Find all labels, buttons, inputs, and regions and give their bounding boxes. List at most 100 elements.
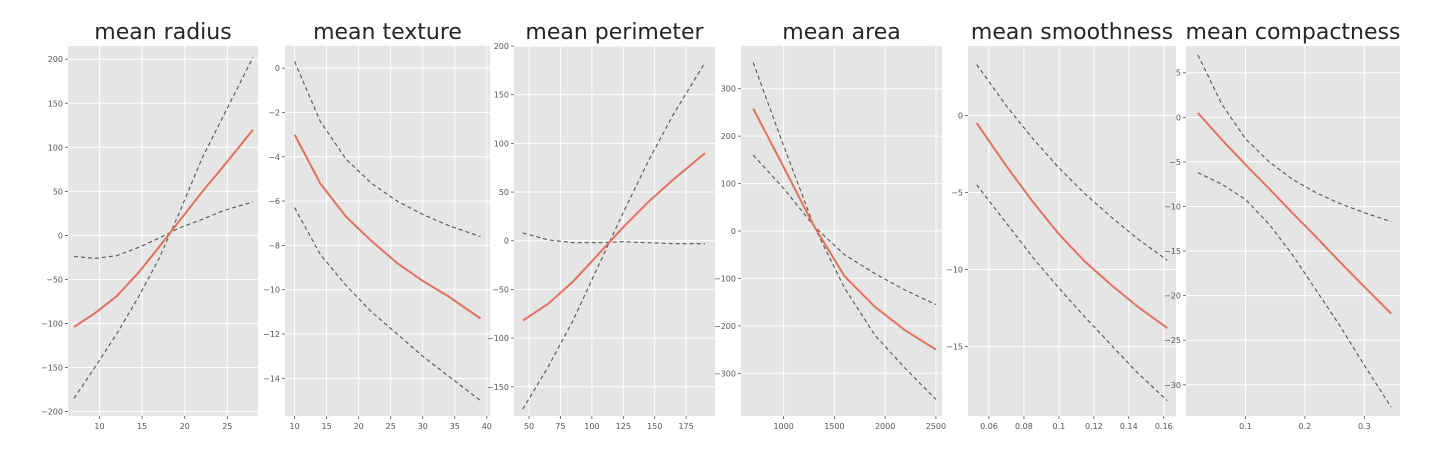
- partial-dependence-line: [73, 129, 254, 328]
- panel-6: 0.1 0.2 0.3 −30 −25 −20 −15 −10 −5 0 5 mean compact…: [1164, 20, 1400, 431]
- y-tick-label: −14: [263, 374, 280, 383]
- y-tick-label: −15: [1164, 247, 1181, 256]
- y-tick-label: −10: [946, 266, 963, 275]
- panel-title: mean compactness: [1186, 20, 1401, 45]
- panel-title: mean radius: [94, 20, 231, 45]
- panel-2: 10 15 20 25 30 35 40 −14 −12 −10 −8 −6 −4 −2 0 mean tex…: [263, 20, 492, 431]
- y-tick-label: 100: [494, 139, 509, 148]
- y-tick-label: −4: [268, 153, 280, 162]
- panel-3: 50 75 100 125 150 175 −150 −100 −50 0 50 100 150 200 m…: [487, 20, 715, 431]
- y-tick-label: 50: [499, 188, 509, 197]
- y-tick-label: 0: [731, 227, 736, 236]
- x-tick-label: 25: [222, 422, 232, 431]
- x-tick-label: 30: [418, 422, 428, 431]
- x-tick-label: 0.2: [1299, 422, 1312, 431]
- x-tick-label: 75: [555, 422, 565, 431]
- x-tick-label: 150: [647, 422, 662, 431]
- y-tick-label: −30: [1164, 381, 1181, 390]
- x-tick-label: 2500: [926, 422, 946, 431]
- y-tick-label: −10: [1164, 202, 1181, 211]
- confidence-upper-line: [522, 232, 705, 245]
- y-tick-label: 0: [1176, 113, 1181, 122]
- y-tick-label: 100: [721, 180, 736, 189]
- x-tick-label: 1500: [824, 422, 844, 431]
- y-tick-label: −150: [487, 383, 509, 392]
- y-tick-label: 0: [275, 64, 280, 73]
- y-tick-label: −5: [1169, 158, 1181, 167]
- plot-area: [285, 46, 490, 416]
- x-tick-label: 1000: [773, 422, 793, 431]
- confidence-lower-line: [752, 62, 937, 400]
- y-tick-label: 200: [494, 42, 509, 51]
- y-tick-label: 200: [721, 132, 736, 141]
- y-tick-label: −10: [263, 286, 280, 295]
- x-tick-label: 0.14: [1120, 422, 1138, 431]
- y-tick-label: −100: [487, 334, 509, 343]
- confidence-upper-line: [73, 201, 254, 259]
- y-tick-label: 150: [494, 91, 509, 100]
- x-tick-label: 2000: [875, 422, 895, 431]
- y-tick-label: 200: [48, 55, 63, 64]
- x-tick-label: 10: [94, 422, 104, 431]
- x-tick-label: 15: [137, 422, 147, 431]
- partial-dependence-line: [293, 134, 481, 320]
- partial-dependence-line: [975, 122, 1168, 329]
- y-tick-label: −200: [41, 408, 63, 417]
- x-tick-label: 0.12: [1085, 422, 1103, 431]
- confidence-upper-line: [976, 64, 1168, 261]
- x-tick-label: 0.08: [1015, 422, 1033, 431]
- panel-1: 10 15 20 25 −200 −150 −100 −50 0 50 100 150 200 mean …: [41, 20, 258, 431]
- plot-area: [968, 46, 1176, 416]
- y-tick-label: −50: [492, 285, 509, 294]
- y-tick-label: −50: [46, 275, 63, 284]
- plot-area: [514, 46, 715, 416]
- plot-area: [1186, 46, 1400, 416]
- y-tick-label: 0: [958, 111, 963, 120]
- x-tick-label: 0.1: [1239, 422, 1252, 431]
- y-tick-label: −15: [946, 343, 963, 352]
- confidence-upper-line: [752, 154, 937, 305]
- y-tick-label: −5: [951, 188, 963, 197]
- y-tick-label: −100: [41, 320, 63, 329]
- partial-dependence-line: [752, 108, 937, 351]
- y-tick-label: −25: [1164, 336, 1181, 345]
- confidence-lower-line: [976, 184, 1168, 402]
- x-tick-label: 10: [290, 422, 300, 431]
- y-tick-label: −2: [268, 108, 280, 117]
- x-tick-label: 50: [524, 422, 534, 431]
- x-tick-label: 175: [678, 422, 693, 431]
- y-tick-label: 5: [1176, 69, 1181, 78]
- partial-dependence-line: [1197, 112, 1392, 315]
- x-tick-label: 15: [322, 422, 332, 431]
- x-tick-label: 125: [616, 422, 631, 431]
- plot-area: [68, 46, 258, 416]
- y-tick-label: 0: [504, 237, 509, 246]
- x-tick-label: 35: [450, 422, 460, 431]
- y-tick-label: −20: [1164, 292, 1181, 301]
- y-tick-label: 50: [53, 187, 63, 196]
- confidence-lower-line: [1197, 172, 1392, 408]
- x-tick-label: 40: [482, 422, 492, 431]
- y-tick-label: 0: [58, 231, 63, 240]
- partial-dependence-line: [522, 152, 706, 322]
- x-tick-label: 100: [584, 422, 599, 431]
- panel-title: mean texture: [313, 20, 462, 45]
- y-tick-label: −150: [41, 364, 63, 373]
- x-tick-label: 20: [180, 422, 190, 431]
- y-tick-label: −200: [714, 322, 736, 331]
- y-tick-label: 150: [48, 99, 63, 108]
- panel-title: mean smoothness: [971, 20, 1173, 45]
- panel-title: mean perimeter: [525, 20, 704, 45]
- x-tick-label: 0.16: [1155, 422, 1173, 431]
- y-tick-label: −300: [714, 369, 736, 378]
- y-tick-label: −100: [714, 274, 736, 283]
- panel-4: 1000 1500 2000 2500 −300 −200 −100 0 100 200 300 me…: [714, 20, 946, 431]
- y-tick-label: 300: [721, 85, 736, 94]
- x-tick-label: 20: [354, 422, 364, 431]
- y-tick-label: −6: [268, 197, 280, 206]
- x-tick-label: 0.3: [1358, 422, 1371, 431]
- panel-5: 0.06 0.08 0.1 0.12 0.14 0.16 −15 −10 −5 0 mean smo…: [946, 20, 1176, 431]
- x-tick-label: 25: [386, 422, 396, 431]
- confidence-upper-line: [294, 61, 481, 238]
